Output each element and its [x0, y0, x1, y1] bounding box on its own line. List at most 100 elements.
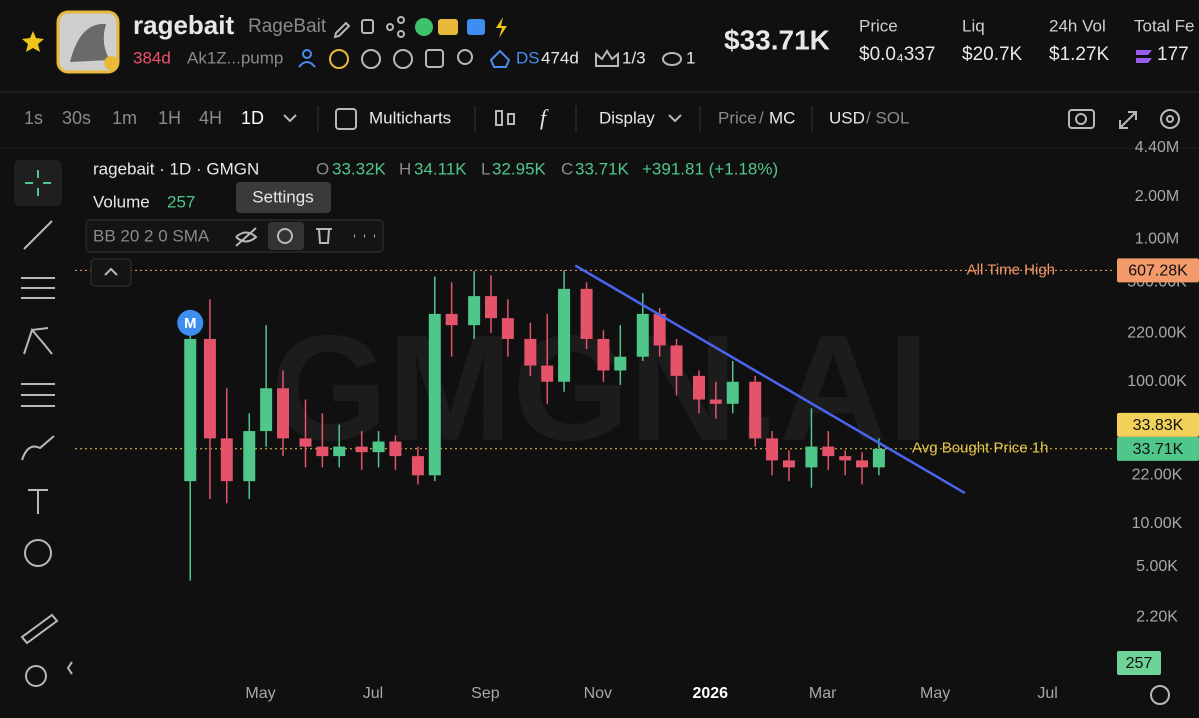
hide-indicator[interactable]	[235, 227, 258, 247]
measure-tool[interactable]	[20, 613, 59, 645]
candle-body	[428, 313, 441, 476]
display-menu[interactable]	[668, 114, 682, 123]
indicator-settings-active	[268, 222, 304, 250]
stat-value: $20.7K	[962, 44, 1023, 65]
favorite-star[interactable]	[22, 31, 44, 52]
token-address[interactable]: Ak1Z...pump	[187, 48, 283, 67]
line-tool[interactable]	[23, 220, 53, 250]
candle-body	[316, 446, 329, 457]
search-icon[interactable]	[457, 49, 473, 65]
warning-icon[interactable]	[329, 49, 349, 69]
brush-tool[interactable]	[21, 435, 55, 461]
volume-tag	[1117, 651, 1161, 675]
candle-body	[203, 338, 216, 439]
price-toggle[interactable]: Price	[718, 108, 757, 127]
drawing-tools	[14, 160, 73, 687]
verified-icon[interactable]	[415, 18, 433, 36]
candle-body	[597, 338, 610, 371]
volume-tag-label: 257	[1126, 655, 1153, 672]
indicator-settings[interactable]	[277, 228, 293, 244]
price-tag-label: 33.83K	[1133, 417, 1184, 434]
price-tag	[1117, 412, 1199, 437]
indicators-button[interactable]: f	[540, 105, 549, 130]
candle-body	[614, 356, 627, 371]
candle-body	[782, 460, 795, 468]
legend-close-label: C	[561, 159, 573, 178]
telegram-icon[interactable]	[393, 49, 413, 69]
price-tag-label: 33.71K	[1133, 441, 1184, 458]
interval-button[interactable]: 30s	[62, 108, 91, 128]
x-tick-label: Jul	[1037, 685, 1057, 702]
y-tick-label: 100.00K	[1127, 373, 1187, 390]
collapse-tools[interactable]	[66, 661, 73, 675]
text-tool[interactable]	[28, 489, 48, 514]
candle-type-button[interactable]	[495, 110, 515, 126]
sol-toggle[interactable]: / SOL	[866, 108, 909, 127]
screenshot-button[interactable]	[1068, 109, 1095, 129]
candle-body	[541, 365, 554, 382]
zoom-tool[interactable]	[25, 665, 47, 687]
volume-label: Volume	[93, 192, 150, 211]
collapse-button[interactable]	[90, 258, 132, 287]
token-actions	[333, 16, 507, 39]
legend-open: 33.32K	[332, 159, 387, 178]
axis-settings[interactable]	[1150, 685, 1170, 705]
website-icon[interactable]	[361, 49, 381, 69]
candle-body	[726, 381, 739, 404]
candle-body	[558, 288, 571, 382]
candle-body	[636, 313, 649, 357]
interval-button[interactable]: 1H	[158, 108, 181, 128]
stat-value: $1.27K	[1049, 44, 1110, 65]
candle-body	[411, 456, 424, 476]
legend-low: 32.95K	[492, 159, 547, 178]
community-icon[interactable]	[438, 19, 458, 35]
candle-body	[839, 456, 852, 461]
interval-button[interactable]: 1s	[24, 108, 43, 128]
note-icon[interactable]	[425, 49, 444, 68]
edit-icon[interactable]	[333, 21, 351, 39]
multicharts-checkbox[interactable]	[335, 108, 357, 130]
forecast-tool[interactable]	[21, 383, 55, 407]
crosshair-tool[interactable]	[25, 170, 51, 196]
interval-button[interactable]: 1m	[112, 108, 137, 128]
candle-body	[524, 338, 537, 366]
pattern-tool[interactable]	[23, 327, 53, 355]
display-button[interactable]: Display	[599, 108, 655, 127]
interval-group: 1s 30s 1m 1H 4H 1D	[24, 108, 264, 128]
x-tick-label: May	[245, 685, 275, 702]
creator-icon-body	[298, 61, 316, 68]
candle-body	[872, 448, 885, 468]
multicharts[interactable]: Multicharts	[369, 108, 451, 127]
interval-button[interactable]: 1D	[241, 108, 264, 128]
legend-open-label: O	[316, 159, 329, 178]
event-marker-label: M	[184, 315, 197, 332]
usd-toggle[interactable]: USD	[829, 108, 865, 127]
candle-body	[766, 438, 779, 461]
remove-indicator[interactable]	[316, 228, 332, 244]
boost-icon[interactable]	[496, 17, 507, 38]
camera-lens	[1075, 113, 1087, 125]
y-tick-label: 1.00M	[1135, 231, 1179, 248]
candle-body	[220, 438, 233, 482]
price-tag	[1117, 436, 1199, 461]
interval-button[interactable]: 4H	[199, 108, 222, 128]
fullscreen-button[interactable]	[1119, 111, 1137, 129]
token-links	[298, 49, 511, 69]
candle-body	[580, 288, 593, 339]
copy-icon[interactable]	[361, 19, 374, 34]
legend-high-label: H	[399, 159, 411, 178]
interval-menu[interactable]	[283, 114, 297, 123]
candle-body	[260, 388, 273, 432]
chart-icon[interactable]	[467, 19, 485, 35]
creator-icon[interactable]	[302, 49, 312, 59]
fib-tool[interactable]	[21, 277, 55, 299]
emoji-tool[interactable]	[24, 539, 52, 567]
legend-close: 33.71K	[575, 159, 630, 178]
settings-button[interactable]	[1160, 109, 1180, 129]
holders-icon	[595, 49, 619, 67]
indicator-name[interactable]: BB 20 2 0 SMA	[93, 226, 210, 245]
mc-toggle[interactable]: MC	[769, 108, 795, 127]
share-icon[interactable]	[386, 23, 394, 31]
share-icon-node	[397, 16, 405, 24]
token-age: 384d	[133, 48, 171, 67]
